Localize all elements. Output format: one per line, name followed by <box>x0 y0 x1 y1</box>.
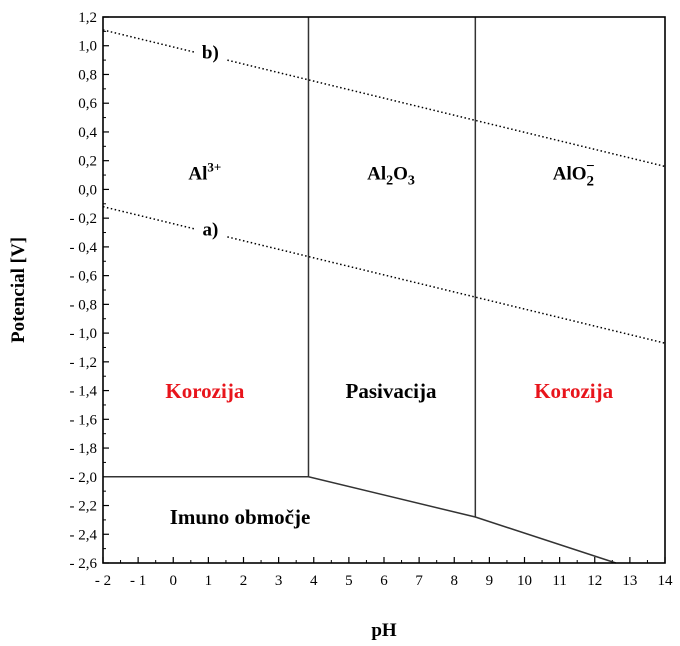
y-tick-label: 0,0 <box>78 182 97 198</box>
x-tick-label: - 1 <box>130 573 146 589</box>
x-tick-label: 2 <box>240 573 248 589</box>
x-tick-label: 8 <box>451 573 459 589</box>
y-tick-label: - 0,4 <box>70 240 98 256</box>
axis-tick-labels: - 2- 1 0 1 2 3 4 5 6 7 8 9 10 11 12 13 141,21,00,80,60,… <box>70 10 674 589</box>
y-tick-label: - 2,6 <box>70 556 98 572</box>
x-tick-label: 0 <box>170 573 178 589</box>
region-label: Korozija <box>534 379 613 403</box>
x-tick-label: 10 <box>517 573 532 589</box>
y-tick-label: - 1,8 <box>70 441 98 457</box>
y-tick-label: 1,2 <box>78 10 97 26</box>
species-label-part: − <box>586 158 595 174</box>
region-label: Pasivacija <box>346 379 437 403</box>
species-label: Al2O3 <box>367 163 415 188</box>
x-tick-label: 5 <box>345 573 353 589</box>
phase-boundary-line <box>103 476 617 564</box>
x-tick-label: 3 <box>275 573 283 589</box>
species-label: Al3+ <box>188 159 221 184</box>
x-tick-label: 11 <box>552 573 566 589</box>
phase-boundaries <box>103 17 617 564</box>
x-tick-label: 1 <box>205 573 213 589</box>
x-tick-label: 12 <box>587 573 602 589</box>
water-line-label-group: b) <box>195 40 226 64</box>
y-tick-label: - 2,4 <box>70 527 98 543</box>
species-label-part: O <box>393 163 408 184</box>
water-line-b <box>102 29 666 168</box>
water-line-label: a) <box>202 219 218 240</box>
region-labels: Korozija Pasivacija Korozija Imuno območje <box>165 379 613 529</box>
x-tick-label: - 2 <box>95 573 111 589</box>
species-label-part: 3+ <box>207 159 221 174</box>
region-label: Korozija <box>165 379 244 403</box>
y-tick-label: 0,8 <box>78 67 97 83</box>
x-axis-title: pH <box>371 620 397 641</box>
species-label-part: AlO <box>553 163 587 184</box>
water-line-label: b) <box>202 43 219 64</box>
y-tick-label: - 0,8 <box>70 297 98 313</box>
x-tick-label: 14 <box>658 573 674 589</box>
species-label-part: 2 <box>587 173 595 189</box>
x-tick-label: 7 <box>415 573 423 589</box>
region-label: Imuno območje <box>170 505 311 529</box>
species-label-part: Al <box>367 163 386 184</box>
y-tick-label: - 0,2 <box>70 211 98 227</box>
water-line-label-group: a) <box>195 217 226 240</box>
y-tick-label: 0,2 <box>78 154 97 170</box>
y-tick-label: - 0,6 <box>70 269 98 285</box>
x-tick-label: 13 <box>622 573 637 589</box>
label-background <box>195 217 226 240</box>
y-tick-label: 1,0 <box>78 39 97 55</box>
water-stability-lines: a) b) <box>102 29 666 344</box>
plot-frame <box>102 16 666 564</box>
species-labels: Al3+ Al2O3 AlO2− <box>188 158 594 189</box>
water-line-a <box>102 205 666 344</box>
species-label-part: 3 <box>408 173 415 188</box>
label-background <box>195 40 226 63</box>
x-tick-label: 6 <box>380 573 388 589</box>
y-tick-label: - 1,4 <box>70 384 98 400</box>
species-label: AlO2− <box>553 158 595 189</box>
x-tick-label: 9 <box>486 573 494 589</box>
species-label-part: 2 <box>386 173 393 188</box>
y-tick-label: 0,4 <box>78 125 97 141</box>
y-tick-label: - 1,6 <box>70 412 98 428</box>
y-tick-label: - 1,0 <box>70 326 98 342</box>
y-tick-label: - 2,0 <box>70 470 98 486</box>
y-axis-title: Potencial [V] <box>8 237 29 343</box>
x-tick-label: 4 <box>310 573 318 589</box>
species-label-part: Al <box>188 163 207 184</box>
y-tick-label: - 1,2 <box>70 355 98 371</box>
y-tick-label: - 2,2 <box>70 499 98 515</box>
y-tick-label: 0,6 <box>78 96 97 112</box>
